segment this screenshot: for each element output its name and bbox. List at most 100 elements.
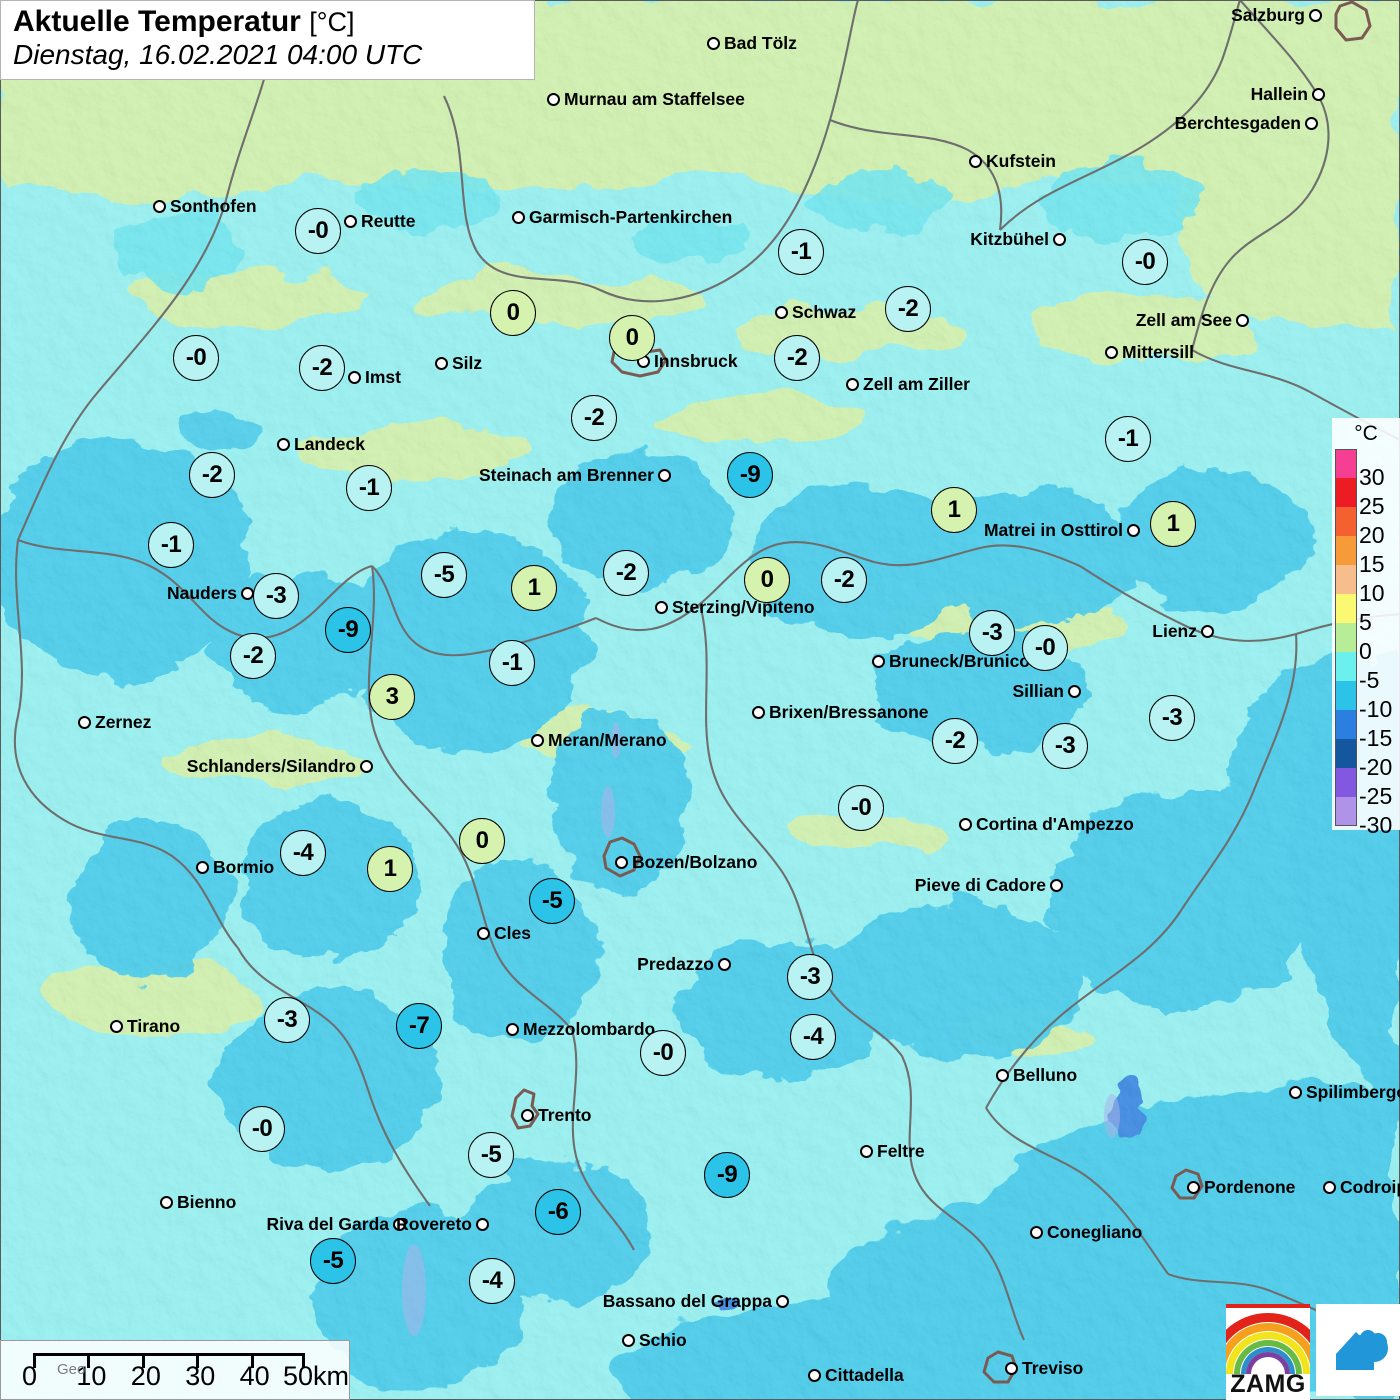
city-label: Belluno (996, 1066, 1077, 1085)
station-temperature-marker: -5 (468, 1132, 514, 1178)
city-label: Cortina d'Ampezzo (959, 814, 1134, 834)
station-temperature-marker: -3 (1149, 695, 1195, 741)
city-label: Pieve di Cadore (915, 876, 1063, 895)
city-label: Spilimbergo (1289, 1083, 1400, 1102)
city-label: Sterzing/Vipiteno (655, 598, 815, 617)
city-marker-dot-icon (153, 200, 166, 214)
station-temperature-marker: -0 (1122, 239, 1168, 285)
city-name: Treviso (1022, 1358, 1084, 1378)
city-name: Silz (452, 353, 483, 373)
city-name: Sillian (1012, 681, 1064, 701)
city-marker-dot-icon (860, 1145, 873, 1159)
station-temperature-marker: 0 (609, 315, 655, 361)
city-label: Rovereto (396, 1214, 489, 1234)
station-temperature-marker: -1 (148, 522, 194, 568)
city-name: Reutte (361, 211, 416, 231)
city-name: Bruneck/Brunico (889, 651, 1030, 671)
city-name: Kufstein (986, 151, 1056, 171)
scale-tick (302, 1356, 305, 1368)
scale-watermark: Geo (57, 1361, 86, 1378)
city-marker-dot-icon (531, 734, 544, 748)
city-label: Matrei in Osttirol (984, 521, 1140, 540)
city-name: Nauders (166, 583, 237, 603)
city-marker-dot-icon (506, 1023, 519, 1037)
legend-row: -15 (1335, 710, 1400, 750)
station-temperature-marker: -4 (469, 1258, 515, 1304)
city-marker-dot-icon (1305, 117, 1318, 131)
station-temperature-marker: -3 (264, 997, 310, 1043)
scale-bar-labels: 0 10 20 30 40 50km (1, 1363, 351, 1397)
city-name: Berchtesgaden (1174, 113, 1301, 133)
border-lines (13, 0, 1400, 1341)
city-marker-dot-icon (476, 1218, 489, 1232)
city-label: Nauders (166, 583, 254, 603)
city-marker-dot-icon (1050, 879, 1063, 893)
city-name: Murnau am Staffelsee (564, 89, 745, 109)
city-label: Silz (435, 353, 483, 373)
city-label: Feltre (860, 1142, 925, 1161)
city-marker-dot-icon (512, 211, 525, 225)
scale-label: 40 (239, 1361, 270, 1391)
scale-tick (196, 1356, 200, 1368)
city-marker-dot-icon (435, 357, 448, 371)
city-marker-dot-icon (872, 655, 885, 669)
station-temperature-marker: -7 (396, 1003, 442, 1049)
city-marker-dot-icon (615, 856, 628, 870)
city-name: Bozen/Bolzano (632, 852, 758, 872)
city-label: Steinach am Brenner (478, 465, 671, 485)
city-name: Garmisch-Partenkirchen (529, 207, 733, 227)
city-name: Cortina d'Ampezzo (976, 814, 1134, 834)
city-name: Brixen/Bressanone (769, 702, 929, 722)
station-temperature-marker: -4 (280, 830, 326, 876)
scale-tick (250, 1356, 254, 1368)
city-label: Murnau am Staffelsee (547, 89, 745, 109)
legend-row: -30 (1335, 797, 1400, 837)
city-name: Rovereto (396, 1214, 472, 1234)
legend-tick-label: -25 (1359, 783, 1393, 809)
city-marker-dot-icon (1127, 524, 1140, 538)
legend-color-swatch (1335, 536, 1357, 565)
legend-tick-label: 5 (1359, 609, 1372, 635)
city-marker-dot-icon (1312, 88, 1325, 102)
station-temperature-marker: 1 (367, 846, 413, 892)
station-temperature-marker: -9 (325, 607, 371, 653)
city-label: Kitzbühel (970, 230, 1066, 249)
city-marker-dot-icon (1289, 1086, 1302, 1100)
city-marker-dot-icon (393, 1218, 406, 1232)
city-label: Conegliano (1030, 1223, 1142, 1242)
station-temperature-marker: -0 (295, 208, 341, 254)
scale-label: 30 (185, 1361, 216, 1391)
city-marker-dot-icon (547, 93, 560, 107)
legend-tick-label: 30 (1359, 464, 1385, 490)
city-label: Bienno (160, 1193, 236, 1212)
legend-row: -25 (1335, 768, 1400, 808)
legend-color-swatch (1335, 449, 1357, 478)
city-marker-dot-icon (655, 601, 668, 615)
city-marker-dot-icon (360, 760, 373, 774)
city-name: Trento (538, 1105, 592, 1125)
station-temperature-marker: -1 (489, 640, 535, 686)
city-marker-dot-icon (1323, 1181, 1336, 1195)
city-name: Cittadella (825, 1365, 904, 1385)
city-name: Pordenone (1204, 1177, 1296, 1197)
title-main: Aktuelle Temperatur (13, 5, 301, 38)
legend-color-swatch (1335, 652, 1357, 681)
legend-row: 0 (1335, 623, 1400, 663)
city-marker-dot-icon (1005, 1362, 1018, 1376)
city-name: Bassano del Grappa (602, 1291, 772, 1311)
station-temperature-marker: -1 (346, 465, 392, 511)
station-temperature-marker: -3 (1042, 723, 1088, 769)
legend-color-swatch (1335, 507, 1357, 536)
city-name: Steinach am Brenner (478, 465, 654, 485)
legend-tick-label: 15 (1359, 551, 1385, 577)
city-marker-dot-icon (808, 1369, 821, 1383)
station-temperature-marker: 0 (459, 818, 505, 864)
city-name: Sonthofen (170, 196, 257, 216)
legend-tick-label: 20 (1359, 522, 1385, 548)
city-name: Schlanders/Silandro (186, 756, 356, 776)
scale-label: 50km (283, 1361, 350, 1391)
page-title: Aktuelle Temperatur [°C] (13, 5, 520, 38)
legend-row: 5 (1335, 594, 1400, 634)
city-label: Lienz (1152, 622, 1214, 641)
water-features (402, 722, 1120, 1336)
